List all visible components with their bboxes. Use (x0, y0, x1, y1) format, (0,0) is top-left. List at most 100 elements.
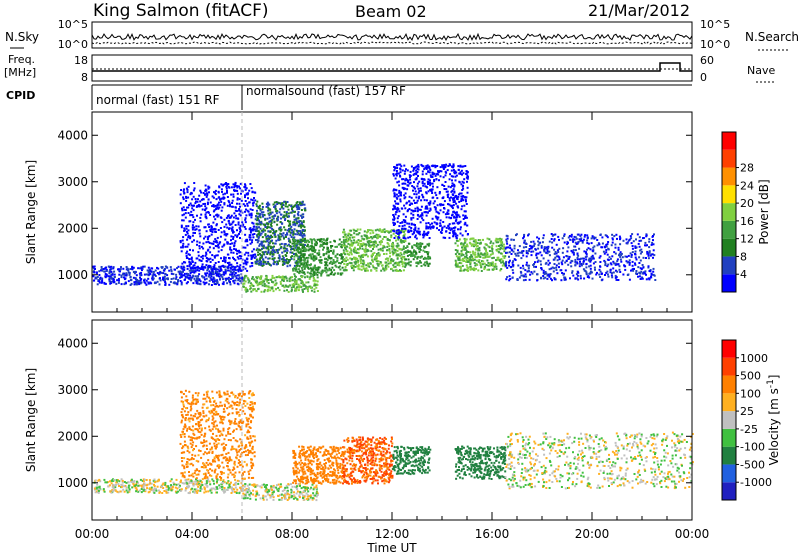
echo-cell (304, 276, 306, 279)
echo-cell (417, 197, 420, 200)
echo-cell (397, 244, 400, 247)
echo-cell (378, 253, 381, 256)
echo-cell (462, 181, 465, 184)
echo-cell (580, 237, 583, 240)
echo-cell (287, 290, 290, 293)
echo-cell (397, 172, 400, 175)
echo-cell (640, 270, 643, 273)
echo-cell (186, 232, 189, 235)
echo-cell (452, 166, 455, 169)
echo-cell (450, 169, 453, 172)
echo-cell (300, 226, 303, 229)
colorbar-segment (722, 149, 736, 168)
noise-panel: N.Sky 10^5 10^0 10^5 10^0 N.Search (5, 18, 799, 51)
echo-cell (219, 227, 222, 229)
echo-cell (224, 256, 227, 259)
echo-cell (362, 243, 365, 246)
echo-cell (264, 218, 267, 221)
echo-cell (192, 269, 195, 272)
echo-cell (577, 233, 580, 236)
echo-cell (607, 275, 610, 278)
echo-cell (492, 256, 495, 259)
echo-cell (485, 243, 488, 246)
echo-cell (602, 250, 605, 253)
echo-cell (398, 184, 401, 187)
echo-cell (569, 238, 572, 241)
echo-cell (392, 189, 395, 192)
echo-cell (209, 261, 212, 263)
echo-cell (462, 253, 465, 256)
echo-cell (395, 196, 398, 199)
echo-cell (204, 226, 207, 229)
echo-cell (437, 216, 440, 219)
echo-cell (204, 282, 207, 285)
echo-cell (611, 238, 614, 241)
echo-cell (405, 168, 407, 171)
echo-cell (613, 251, 616, 254)
echo-cell (311, 258, 314, 261)
echo-cell (393, 207, 396, 210)
echo-cell (448, 163, 451, 166)
echo-cell (188, 220, 191, 223)
echo-cell (250, 214, 253, 217)
echo-cell (564, 261, 567, 264)
echo-cell (499, 240, 502, 243)
echo-cell (204, 184, 207, 187)
echo-cell (512, 260, 515, 263)
echo-cell (286, 232, 288, 235)
echo-cell (449, 186, 452, 189)
echo-cell (272, 242, 274, 245)
echo-cell (505, 234, 508, 237)
echo-cell (229, 267, 232, 270)
echo-cell (359, 245, 362, 248)
echo-cell (425, 192, 428, 195)
echo-cell (425, 225, 428, 228)
echo-cell (193, 277, 196, 280)
echo-cell (109, 275, 112, 278)
echo-cell (379, 229, 382, 232)
echo-cell (349, 244, 352, 247)
echo-cell (582, 268, 585, 271)
echo-cell (223, 243, 226, 246)
echo-cell (529, 244, 532, 247)
echo-cell (220, 265, 223, 268)
echo-cell (415, 261, 418, 264)
echo-cell (179, 276, 182, 279)
echo-cell (576, 242, 579, 245)
colorbar-segment (722, 132, 736, 150)
echo-cell (600, 273, 603, 275)
echo-cell (272, 217, 275, 220)
echo-cell (302, 262, 304, 265)
echo-cell (572, 249, 575, 252)
echo-cell (567, 236, 570, 239)
echo-cell (578, 247, 581, 250)
echo-cell (251, 199, 254, 202)
echo-cell (258, 276, 261, 279)
echo-cell (422, 257, 425, 260)
echo-cell (619, 271, 622, 273)
echo-cell (373, 243, 376, 246)
echo-cell (361, 237, 364, 240)
echo-cell (349, 238, 351, 241)
echo-cell (215, 254, 218, 257)
echo-cell (334, 245, 337, 248)
echo-cell (500, 243, 503, 246)
echo-cell (500, 261, 503, 264)
echo-cell (427, 222, 430, 224)
echo-cell (581, 241, 584, 244)
echo-cell (120, 276, 123, 279)
echo-cell (386, 230, 389, 233)
echo-cell (282, 247, 285, 250)
echo-cell (287, 285, 290, 288)
echo-cell (302, 259, 305, 262)
echo-cell (427, 265, 430, 267)
echo-cell (293, 221, 296, 224)
echo-cell (512, 250, 515, 253)
echo-cell (211, 228, 214, 231)
echo-cell (557, 262, 560, 265)
echo-cell (299, 230, 301, 233)
echo-cell (299, 261, 302, 264)
echo-cell (222, 278, 224, 281)
echo-cell (110, 282, 113, 284)
echo-cell (302, 216, 305, 218)
